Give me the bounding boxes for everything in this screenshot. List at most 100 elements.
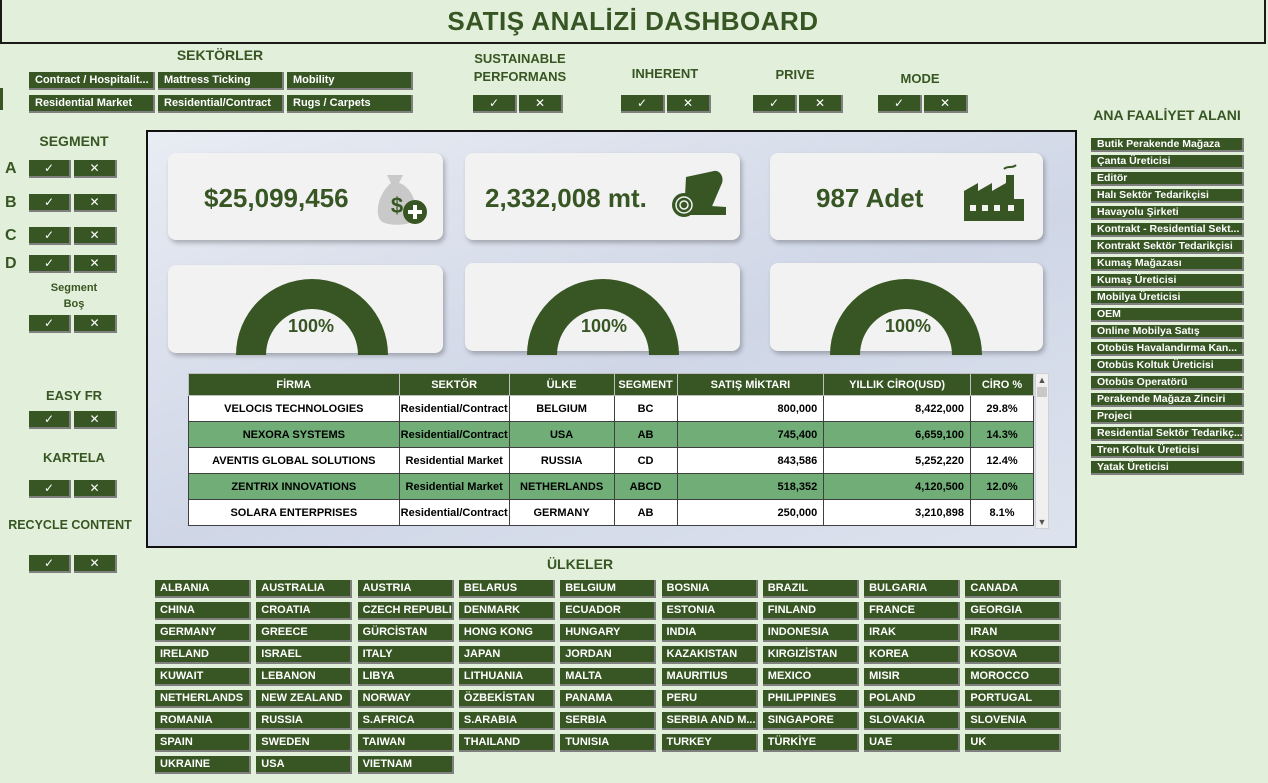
country-item[interactable]: GERMANY (155, 624, 251, 642)
faaliyet-item[interactable]: Kontrakt - Residential Sekt... (1091, 223, 1244, 237)
faaliyet-item[interactable]: Otobüs Koltuk Üreticisi (1091, 359, 1244, 373)
country-item[interactable]: BELGIUM (560, 580, 657, 598)
col-satis-miktari[interactable]: SATIŞ MİKTARI (676, 373, 825, 396)
country-item[interactable]: TUNISIA (560, 734, 657, 752)
country-item[interactable]: PANAMA (560, 690, 657, 708)
country-item[interactable]: KIRGIZİSTAN (762, 646, 859, 664)
segment-a-cross-button[interactable]: ✕ (74, 160, 117, 178)
country-item[interactable]: SERBIA (560, 712, 657, 730)
country-item[interactable]: ALBANIA (155, 580, 251, 598)
faaliyet-item[interactable]: Otobüs Operatörü (1091, 376, 1244, 390)
country-item[interactable]: SLOVENIA (965, 712, 1062, 730)
country-item[interactable]: JAPAN (458, 646, 555, 664)
segment-b-check-button[interactable]: ✓ (29, 194, 71, 212)
country-item[interactable]: KAZAKISTAN (661, 646, 758, 664)
faaliyet-item[interactable]: Mobilya Üreticisi (1091, 291, 1244, 305)
sustainable-cross-button[interactable]: ✕ (519, 95, 563, 113)
scroll-up-icon[interactable]: ▲ (1037, 375, 1047, 385)
inherent-check-button[interactable]: ✓ (621, 95, 665, 113)
sektor-contract-hospitality[interactable]: Contract / Hospitalit... (29, 72, 155, 90)
col-ulke[interactable]: ÜLKE (508, 373, 615, 396)
segment-a-check-button[interactable]: ✓ (29, 160, 71, 178)
kartela-cross-button[interactable]: ✕ (74, 480, 117, 498)
country-item[interactable]: THAILAND (458, 734, 555, 752)
segment-d-cross-button[interactable]: ✕ (74, 255, 117, 273)
faaliyet-item[interactable]: OEM (1091, 308, 1244, 322)
country-item[interactable]: PORTUGAL (965, 690, 1062, 708)
country-item[interactable]: MEXICO (762, 668, 859, 686)
col-yillik-ciro[interactable]: YILLIK CİRO(USD) (823, 373, 972, 396)
country-item[interactable]: DENMARK (458, 602, 555, 620)
country-item[interactable]: SLOVAKIA (864, 712, 961, 730)
country-item[interactable]: BELARUS (458, 580, 555, 598)
prive-check-button[interactable]: ✓ (753, 95, 797, 113)
recycle-cross-button[interactable]: ✕ (74, 555, 117, 573)
country-item[interactable]: ESTONIA (661, 602, 758, 620)
country-item[interactable]: ROMANIA (155, 712, 251, 730)
country-item[interactable]: RUSSIA (256, 712, 353, 730)
country-item[interactable]: TÜRKİYE (762, 734, 859, 752)
country-item[interactable]: LIBYA (357, 668, 454, 686)
faaliyet-item[interactable]: Kumaş Mağazası (1091, 257, 1244, 271)
country-item[interactable]: PERU (661, 690, 758, 708)
sektor-mattress-ticking[interactable]: Mattress Ticking (158, 72, 284, 90)
faaliyet-item[interactable]: Projeci (1091, 410, 1244, 424)
faaliyet-item[interactable]: Halı Sektör Tedarikçisi (1091, 189, 1244, 203)
col-ciro-pct[interactable]: CİRO % (970, 373, 1034, 396)
country-item[interactable]: KOREA (864, 646, 961, 664)
country-item[interactable]: INDIA (661, 624, 758, 642)
segment-bos-check-button[interactable]: ✓ (29, 315, 71, 333)
country-item[interactable]: HUNGARY (560, 624, 657, 642)
country-item[interactable]: MALTA (560, 668, 657, 686)
faaliyet-item[interactable]: Butik Perakende Mağaza (1091, 138, 1244, 152)
col-segment[interactable]: SEGMENT (613, 373, 678, 396)
country-item[interactable]: IRAN (965, 624, 1062, 642)
country-item[interactable]: SINGAPORE (762, 712, 859, 730)
country-item[interactable]: BULGARIA (864, 580, 961, 598)
country-item[interactable]: INDONESIA (762, 624, 859, 642)
country-item[interactable]: GREECE (256, 624, 353, 642)
faaliyet-item[interactable]: Otobüs Havalandırma Kan... (1091, 342, 1244, 356)
country-item[interactable]: VIETNAM (357, 756, 454, 774)
country-item[interactable]: TURKEY (661, 734, 758, 752)
country-item[interactable]: NETHERLANDS (155, 690, 251, 708)
sektor-residential-market[interactable]: Residential Market (29, 95, 155, 113)
country-item[interactable]: POLAND (864, 690, 961, 708)
segment-c-cross-button[interactable]: ✕ (74, 227, 117, 245)
country-item[interactable]: GÜRCİSTAN (357, 624, 454, 642)
country-item[interactable]: ISRAEL (256, 646, 353, 664)
country-item[interactable]: S.ARABIA (458, 712, 555, 730)
sektor-residential-contract[interactable]: Residential/Contract (158, 95, 284, 113)
country-item[interactable]: CZECH REPUBLIC (357, 602, 454, 620)
country-item[interactable]: BRAZIL (762, 580, 859, 598)
scroll-down-icon[interactable]: ▼ (1037, 517, 1047, 527)
segment-bos-cross-button[interactable]: ✕ (74, 315, 117, 333)
faaliyet-item[interactable]: Perakende Mağaza Zinciri (1091, 393, 1244, 407)
country-item[interactable]: HONG KONG (458, 624, 555, 642)
country-item[interactable]: ITALY (357, 646, 454, 664)
sektor-rugs-carpets[interactable]: Rugs / Carpets (287, 95, 413, 113)
faaliyet-item[interactable]: Tren Koltuk Üreticisi (1091, 444, 1244, 458)
table-scrollbar[interactable]: ▲ ▼ (1035, 373, 1049, 529)
country-item[interactable]: TAIWAN (357, 734, 454, 752)
country-item[interactable]: FRANCE (864, 602, 961, 620)
recycle-check-button[interactable]: ✓ (29, 555, 71, 573)
easy-fr-check-button[interactable]: ✓ (29, 411, 71, 429)
faaliyet-item[interactable]: Editör (1091, 172, 1244, 186)
country-item[interactable]: LITHUANIA (458, 668, 555, 686)
sustainable-check-button[interactable]: ✓ (473, 95, 517, 113)
faaliyet-item[interactable]: Kumaş Üreticisi (1091, 274, 1244, 288)
country-item[interactable]: MOROCCO (965, 668, 1062, 686)
faaliyet-item[interactable]: Yatak Üreticisi (1091, 461, 1244, 475)
faaliyet-item[interactable]: Havayolu Şirketi (1091, 206, 1244, 220)
country-item[interactable]: UKRAINE (155, 756, 251, 774)
country-item[interactable]: SERBIA AND M... (661, 712, 758, 730)
country-item[interactable]: BOSNIA (661, 580, 758, 598)
country-item[interactable]: MAURITIUS (661, 668, 758, 686)
country-item[interactable]: PHILIPPINES (762, 690, 859, 708)
mode-cross-button[interactable]: ✕ (924, 95, 968, 113)
country-item[interactable]: ÖZBEKİSTAN (458, 690, 555, 708)
inherent-cross-button[interactable]: ✕ (667, 95, 711, 113)
country-item[interactable]: KOSOVA (965, 646, 1062, 664)
country-item[interactable]: NORWAY (357, 690, 454, 708)
